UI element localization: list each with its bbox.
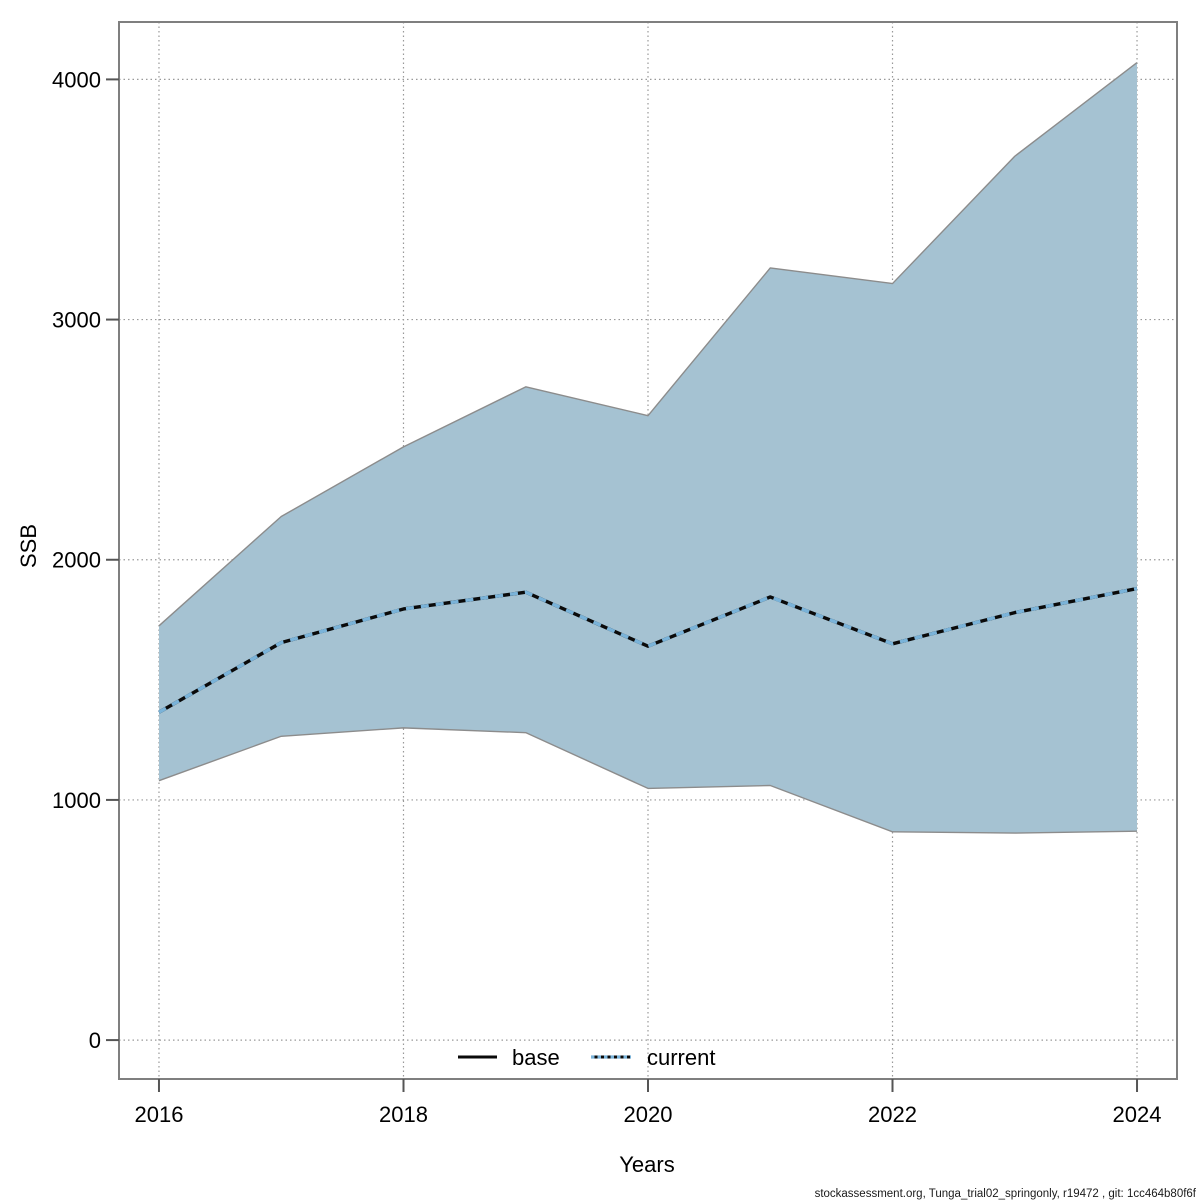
tick-labels: 2016 2018 2020 2022 2024 0 1000 2000 3000 4000: [52, 67, 1161, 1127]
median-lines: [158, 586, 1138, 714]
footer-attribution: stockassessment.org, Tunga_trial02_sprin…: [815, 1188, 1197, 1200]
y-tick-label-3000: 3000: [52, 308, 101, 333]
y-tick-label-4000: 4000: [52, 67, 101, 92]
y-tick-label-1000: 1000: [52, 788, 101, 813]
legend-label-base: base: [512, 1045, 560, 1070]
current-median-line: [158, 586, 1138, 714]
x-tick-label-2022: 2022: [868, 1102, 917, 1127]
x-tick-label-2024: 2024: [1113, 1102, 1162, 1127]
y-tick-label-0: 0: [89, 1028, 101, 1053]
confidence-band-upper-edge: [158, 62, 1138, 627]
x-tick-label-2020: 2020: [624, 1102, 673, 1127]
confidence-band-area: [158, 62, 1138, 834]
y-tick-label-2000: 2000: [52, 548, 101, 573]
axis-ticks: [106, 78, 1139, 1092]
y-axis-label: SSB: [16, 524, 41, 568]
x-axis-label: Years: [619, 1152, 674, 1177]
legend: base current: [458, 1045, 715, 1070]
legend-label-current: current: [647, 1045, 715, 1070]
confidence-band: [158, 62, 1138, 834]
x-tick-label-2016: 2016: [135, 1102, 184, 1127]
confidence-band-lower-edge: [158, 727, 1138, 834]
x-tick-label-2018: 2018: [379, 1102, 428, 1127]
